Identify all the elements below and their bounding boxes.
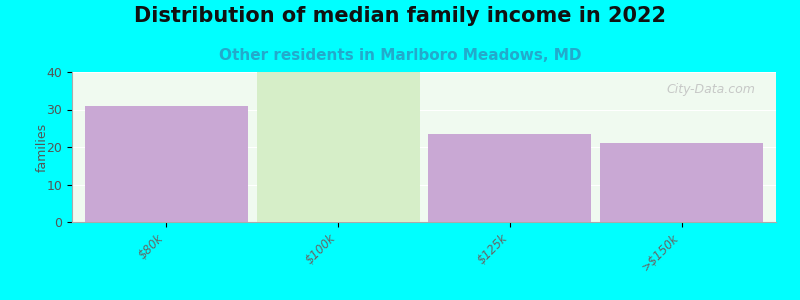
Bar (257, 72, 420, 222)
Text: City-Data.com: City-Data.com (666, 82, 755, 95)
Bar (85, 106, 248, 222)
Y-axis label: families: families (36, 122, 49, 172)
Text: Distribution of median family income in 2022: Distribution of median family income in … (134, 6, 666, 26)
Text: Other residents in Marlboro Meadows, MD: Other residents in Marlboro Meadows, MD (218, 48, 582, 63)
Bar (428, 134, 591, 222)
Bar (600, 143, 763, 222)
